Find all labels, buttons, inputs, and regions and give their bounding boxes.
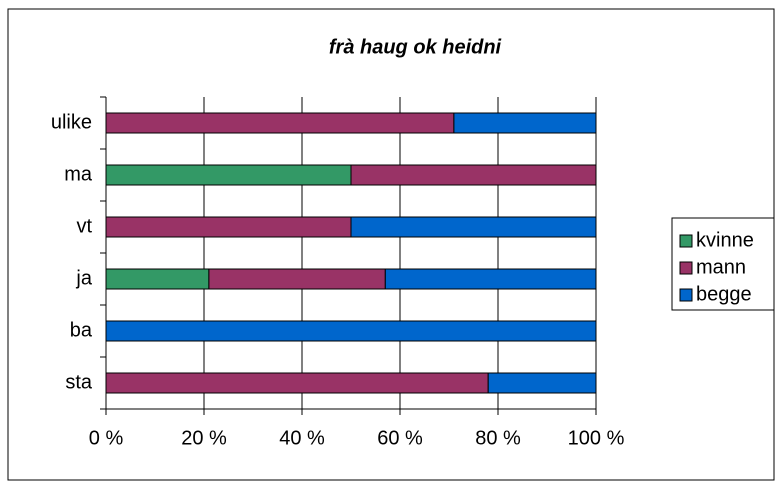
y-tick-label: vt [76,215,92,237]
chart-title: frà haug ok heidni [329,36,502,58]
x-tick-label: 0 % [89,427,124,449]
chart-frame [7,8,775,481]
legend-swatch [679,288,693,302]
bar-segment [105,320,597,342]
x-tick-label: 40 % [279,427,325,449]
bar-segment [105,164,352,186]
bar-segment [350,216,597,238]
x-tick-label: 60 % [377,427,423,449]
bar-segment [105,372,489,394]
y-tick-label: ba [70,319,93,341]
bar-segment [350,164,597,186]
y-tick-label: ja [75,267,92,289]
x-tick-label: 100 % [568,427,625,449]
bar-segment [453,112,597,134]
x-tick-label: 80 % [475,427,521,449]
y-tick-label: ma [64,163,93,185]
legend-swatch [679,261,693,275]
legend-label: mann [696,256,746,278]
bar-segment [105,268,210,290]
bar-segment [487,372,597,394]
bar-segment [105,112,455,134]
bar-segment [384,268,597,290]
bar-segment [105,216,352,238]
bar-segment [208,268,386,290]
legend-label: begge [696,283,752,305]
legend-swatch [679,234,693,248]
legend-label: kvinne [696,229,754,251]
y-tick-label: sta [65,371,93,393]
x-tick-label: 20 % [181,427,227,449]
y-tick-label: ulike [51,111,92,133]
